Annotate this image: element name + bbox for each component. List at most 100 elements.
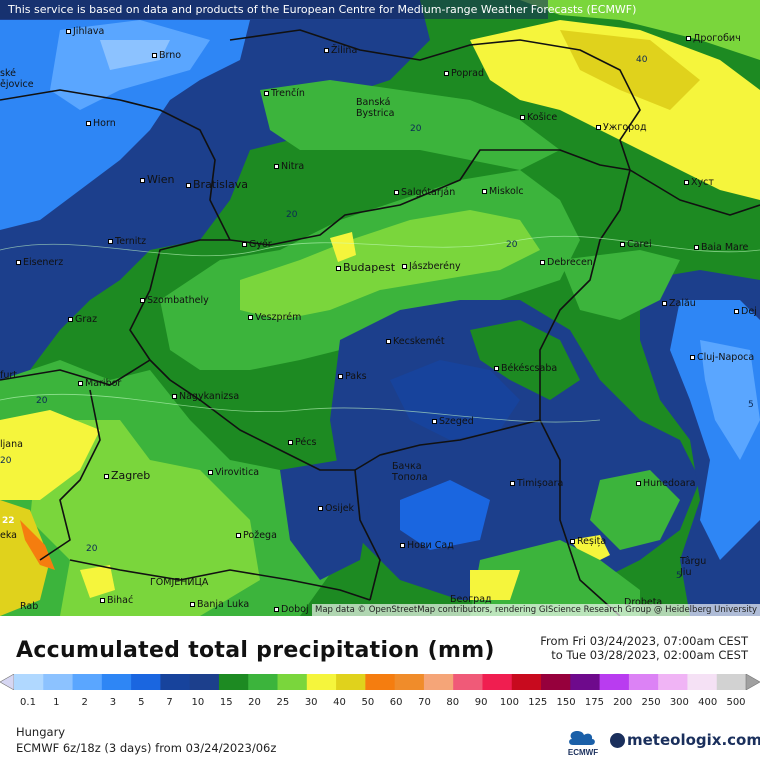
city-label: Szombathely	[140, 295, 209, 306]
precipitation-field	[0, 0, 760, 616]
scale-cell	[306, 674, 337, 690]
scale-arrow-right	[745, 674, 760, 690]
city-label: Doboj	[274, 604, 309, 615]
city-label: Bratislava	[186, 178, 248, 191]
city-label: Paks	[338, 371, 367, 382]
scale-arrow-left	[0, 674, 15, 690]
scale-tick-label: 400	[698, 697, 718, 708]
scale-tick-label: 25	[276, 697, 290, 708]
scale-cell	[101, 674, 132, 690]
scale-tick-label: 175	[584, 697, 604, 708]
scale-cell	[160, 674, 191, 690]
scale-tick-label: 5	[138, 697, 145, 708]
color-scale-ticks: 0.1 1 2 3 5 7 10 15 20 25 30 40 50 60 70 80 90 100 125 150 1…	[0, 697, 760, 711]
city-label: Jászberény	[402, 261, 461, 272]
scale-tick-label: 10	[191, 697, 205, 708]
isoline-label: 5	[676, 571, 682, 581]
scale-tick-label: 15	[219, 697, 233, 708]
scale-cell	[336, 674, 366, 690]
scale-tick-label: 250	[641, 697, 661, 708]
scale-cell	[365, 674, 396, 690]
period-to: to Tue 03/28/2023, 02:00am CEST	[551, 648, 748, 662]
scale-cell	[511, 674, 542, 690]
city-label: Osijek	[318, 503, 354, 514]
precipitation-map: This service is based on data and produc…	[0, 0, 760, 616]
city-label: ГОМЈЕНИЦА	[150, 577, 209, 588]
city-label: Pécs	[288, 437, 316, 448]
city-label: Nagykanizsa	[172, 391, 239, 402]
scale-cell	[482, 674, 513, 690]
scale-tick-label: 20	[248, 697, 261, 708]
scale-tick-label: 60	[389, 697, 403, 708]
meteologix-brand[interactable]: meteologix.com	[610, 731, 760, 749]
model-info: ECMWF 6z/18z (3 days) from 03/24/2023/06…	[16, 741, 277, 755]
city-label: furt	[0, 370, 17, 381]
scale-cell	[14, 674, 44, 690]
ecmwf-logo: ECMWF	[568, 731, 598, 757]
scale-cell	[628, 674, 659, 690]
scale-cell	[131, 674, 161, 690]
scale-tick-label: 150	[556, 697, 576, 708]
city-label: Dej	[734, 306, 757, 317]
city-label: Bihać	[100, 595, 133, 606]
forecast-period: From Fri 03/24/2023, 07:00am CEST to Tue…	[540, 634, 748, 662]
map-attribution: Map data © OpenStreetMap contributors, r…	[312, 604, 760, 616]
city-label: Brno	[152, 50, 181, 61]
city-label: Maribor	[78, 378, 121, 389]
city-label: Graz	[68, 314, 97, 325]
city-label: Győr	[242, 239, 272, 250]
city-label: Horn	[86, 118, 116, 129]
city-label: Дрогобич	[686, 33, 741, 44]
city-label: Virovitica	[208, 467, 259, 478]
scale-tick-label: 0.1	[20, 697, 36, 708]
scale-tick-label: 3	[109, 697, 117, 708]
city-label: Nitra	[274, 161, 304, 172]
city-label: Београд	[450, 594, 492, 605]
city-label: Zagreb	[104, 469, 150, 482]
isoline-label: 40	[636, 55, 648, 65]
scale-cell	[43, 674, 74, 690]
city-label: Miskolc	[482, 186, 524, 197]
isoline-label: 20	[36, 396, 48, 406]
scale-tick-label: 100	[499, 697, 519, 708]
globe-icon	[610, 733, 625, 748]
city-label: Wien	[140, 173, 174, 186]
city-label: Бачка Топола	[392, 461, 428, 483]
city-label: Košice	[520, 112, 557, 123]
scale-tick-label: 200	[613, 697, 633, 708]
city-label: Hunedoara	[636, 478, 695, 489]
city-label: Cluj-Napoca	[690, 352, 754, 363]
isoline-label: 20	[506, 240, 518, 250]
period-from: From Fri 03/24/2023, 07:00am CEST	[540, 634, 748, 648]
city-label: Ternitz	[108, 236, 146, 247]
isoline-label: 5	[748, 400, 754, 410]
ecmwf-disclaimer: This service is based on data and produc…	[0, 0, 636, 19]
isoline-label: 20	[0, 456, 12, 466]
city-label: Rab	[20, 601, 39, 612]
scale-cell	[218, 674, 249, 690]
city-label: Budapest	[336, 261, 395, 274]
scale-cell	[599, 674, 630, 690]
city-label: Banja Luka	[190, 599, 249, 610]
city-label: Zalău	[662, 298, 696, 309]
isoline-label: 22	[2, 516, 15, 526]
scale-tick-label: 7	[166, 697, 173, 708]
city-label: Târgu Jiu	[680, 556, 707, 578]
city-label: Békéscsaba	[494, 363, 557, 374]
city-label: Požega	[236, 530, 277, 541]
city-label: Debrecen	[540, 257, 593, 268]
city-label: Нови Сад	[400, 540, 454, 551]
city-label: Kecskemét	[386, 336, 445, 347]
city-label: Žilina	[324, 45, 357, 56]
city-label: Veszprém	[248, 312, 301, 323]
scale-cell	[570, 674, 601, 690]
ecmwf-logo-text: ECMWF	[568, 748, 598, 757]
scale-tick-label: 2	[81, 697, 88, 708]
color-scale-bar	[0, 674, 760, 690]
scale-tick-label: 70	[418, 697, 431, 708]
isoline-label: 20	[286, 210, 298, 220]
scale-cell	[687, 674, 718, 690]
scale-tick-label: 80	[446, 697, 460, 708]
city-label: Szeged	[432, 416, 474, 427]
scale-tick-label: 300	[669, 697, 689, 708]
